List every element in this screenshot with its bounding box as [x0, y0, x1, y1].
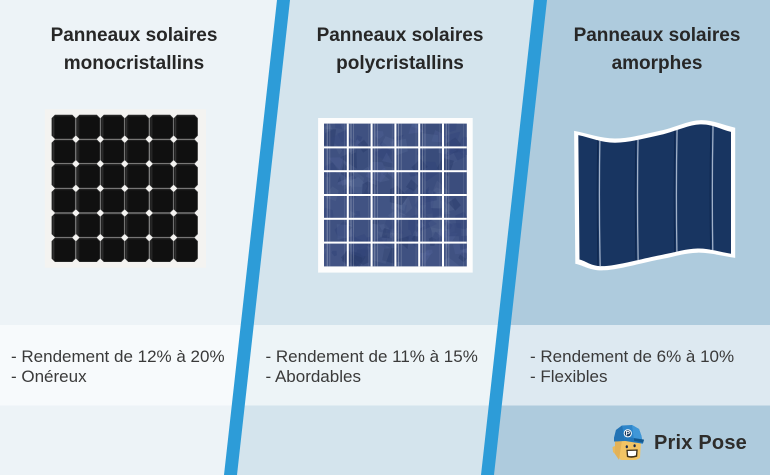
svg-text:P: P — [626, 431, 631, 438]
